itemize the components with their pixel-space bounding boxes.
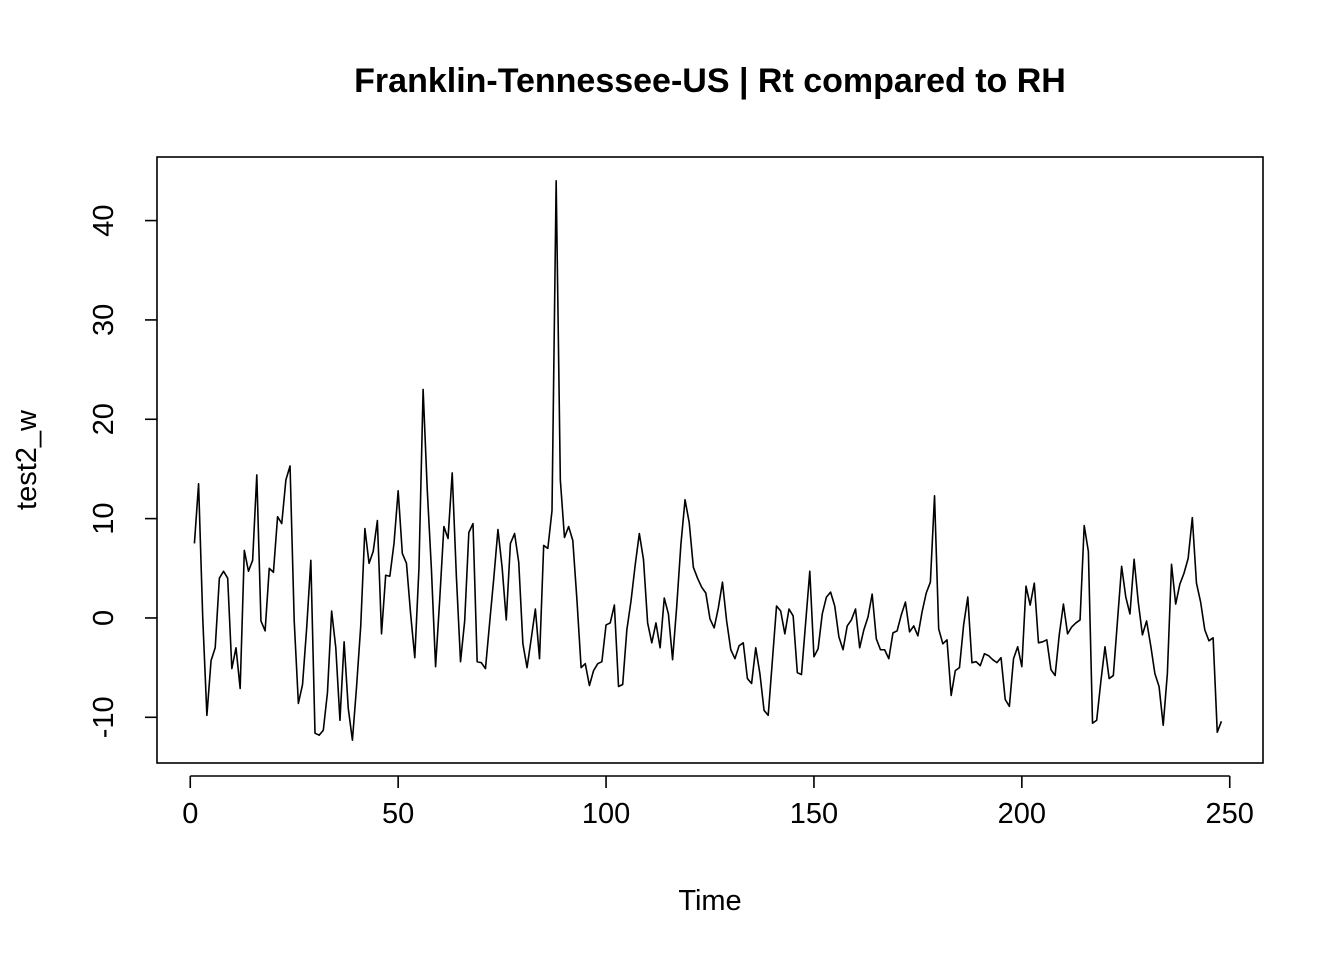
x-tick-label: 100 — [582, 798, 630, 830]
y-tick-label: 0 — [88, 610, 120, 626]
series-line — [193, 180, 1223, 741]
y-axis: -10 0 10 20 30 40 — [88, 204, 157, 738]
x-axis: 0 50 100 150 200 250 — [182, 775, 1254, 830]
plot-frame — [156, 156, 1264, 764]
y-tick-label: 20 — [88, 403, 120, 435]
y-tick-label: 10 — [88, 502, 120, 534]
x-axis-label: Time — [678, 885, 741, 917]
x-tick-label: 0 — [182, 798, 198, 830]
y-axis-label: test2_w — [11, 409, 43, 510]
x-tick-label: 250 — [1206, 798, 1254, 830]
x-tick-label: 200 — [998, 798, 1046, 830]
chart-title: Franklin-Tennessee-US | Rt compared to R… — [354, 62, 1066, 100]
x-tick-label: 50 — [382, 798, 414, 830]
y-tick-label: 40 — [88, 204, 120, 236]
y-tick-label: -10 — [88, 696, 120, 738]
x-tick-label: 150 — [790, 798, 838, 830]
y-tick-label: 30 — [88, 304, 120, 336]
